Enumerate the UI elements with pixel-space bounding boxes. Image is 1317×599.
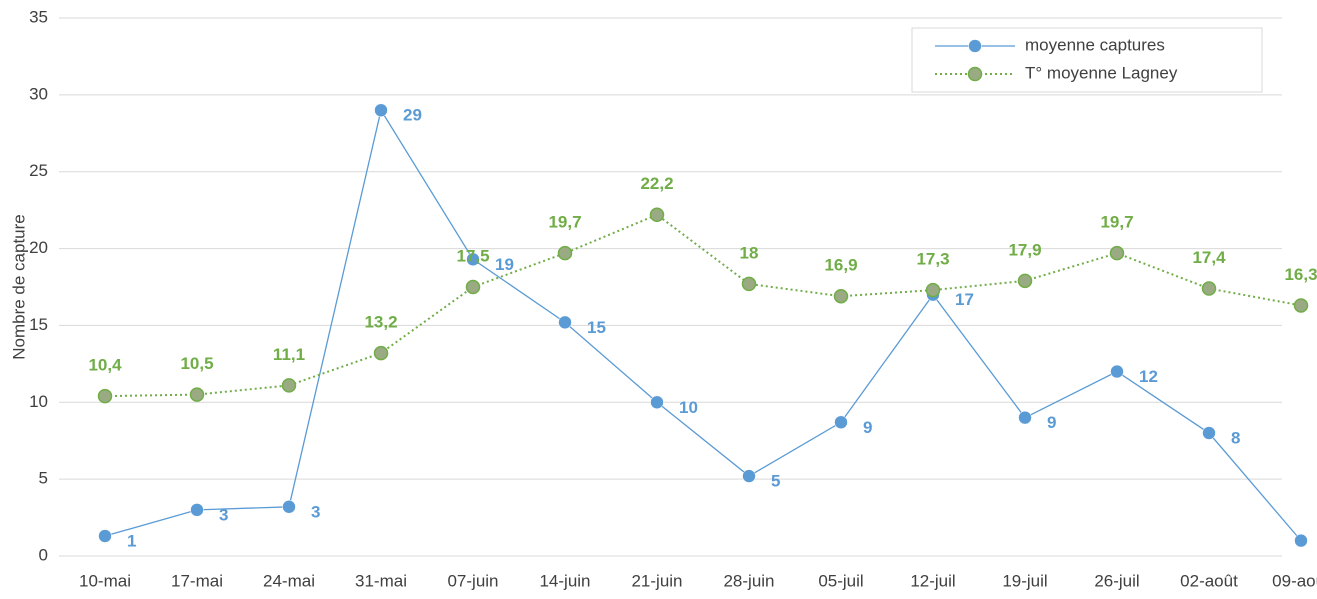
marker xyxy=(373,345,389,361)
x-tick-label: 02-août xyxy=(1180,571,1238,590)
marker xyxy=(1201,281,1217,296)
marker xyxy=(189,387,205,402)
y-tick-label: 30 xyxy=(29,84,48,103)
x-tick-label: 19-juil xyxy=(1002,571,1047,590)
marker xyxy=(1109,245,1125,261)
marker xyxy=(650,395,664,410)
data-label: 17,4 xyxy=(1192,248,1226,267)
data-label: 12 xyxy=(1139,367,1158,386)
data-label: 8 xyxy=(1231,429,1240,448)
data-label: 17,5 xyxy=(456,246,489,265)
x-tick-label: 10-mai xyxy=(79,571,131,590)
data-label: 3 xyxy=(311,502,320,521)
data-label: 22,2 xyxy=(640,174,673,193)
data-label: 10,5 xyxy=(180,354,213,373)
marker xyxy=(833,288,849,304)
y-tick-label: 5 xyxy=(39,469,48,488)
marker xyxy=(741,276,757,292)
x-tick-label: 31-mai xyxy=(355,571,407,590)
legend-marker xyxy=(968,39,982,53)
marker xyxy=(465,279,481,295)
marker xyxy=(925,282,941,298)
marker xyxy=(190,503,204,517)
legend-label: moyenne captures xyxy=(1025,35,1165,54)
legend-box xyxy=(911,27,1263,93)
data-label: 3 xyxy=(219,505,228,524)
x-tick-label: 24-mai xyxy=(263,571,315,590)
data-label: 16,3 xyxy=(1284,265,1317,284)
x-tick-label: 17-mai xyxy=(171,571,223,590)
data-label: 10,4 xyxy=(88,356,122,375)
data-label: 15 xyxy=(587,318,606,337)
marker xyxy=(649,207,665,223)
data-label: 11,1 xyxy=(273,345,305,364)
y-tick-label: 0 xyxy=(39,545,48,564)
y-tick-label: 10 xyxy=(29,392,48,411)
marker xyxy=(834,415,848,430)
data-label: 9 xyxy=(863,418,872,437)
marker xyxy=(742,469,756,483)
data-label: 17,9 xyxy=(1008,240,1041,259)
x-tick-label: 05-juil xyxy=(818,571,863,590)
x-tick-label: 07-juin xyxy=(447,571,498,590)
legend-label: T° moyenne Lagney xyxy=(1025,63,1178,82)
data-label: 18 xyxy=(740,243,759,262)
data-label: 19 xyxy=(495,255,514,274)
legend-marker xyxy=(967,66,983,82)
marker xyxy=(466,252,480,267)
series-line xyxy=(104,108,1302,542)
x-tick-label: 26-juil xyxy=(1094,571,1139,590)
marker xyxy=(1293,298,1309,313)
data-label: 1 xyxy=(127,532,136,551)
marker xyxy=(1017,273,1033,289)
marker xyxy=(374,103,388,117)
x-tick-label: 14-juin xyxy=(539,571,590,590)
y-tick-label: 35 xyxy=(29,7,48,26)
x-tick-label: 21-juin xyxy=(631,571,682,590)
data-label: 17 xyxy=(955,290,974,309)
data-label: 19,7 xyxy=(1100,213,1133,232)
marker xyxy=(281,378,297,393)
data-label: 19,7 xyxy=(548,213,581,232)
data-label: 17,3 xyxy=(916,250,949,269)
y-tick-label: 15 xyxy=(29,315,48,334)
marker xyxy=(1110,364,1124,379)
x-tick-label: 12-juil xyxy=(910,571,955,590)
marker xyxy=(282,500,296,514)
data-label: 13,2 xyxy=(364,313,397,332)
marker xyxy=(1294,533,1308,548)
y-tick-label: 25 xyxy=(29,161,48,180)
data-label: 29 xyxy=(403,106,422,125)
data-label: 16,9 xyxy=(824,256,857,275)
x-tick-label: 28-juin xyxy=(723,571,774,590)
series-line xyxy=(104,213,1302,398)
data-label: 9 xyxy=(1047,413,1056,432)
legend: moyenne captures T° moyenne Lagney xyxy=(911,27,1263,93)
marker xyxy=(1202,426,1216,440)
y-tick-label: 20 xyxy=(29,238,48,257)
marker xyxy=(98,529,112,543)
marker xyxy=(97,388,113,404)
marker xyxy=(558,315,572,330)
y-axis-label: Nombre de capture xyxy=(9,214,28,360)
marker xyxy=(557,245,573,261)
data-label: 5 xyxy=(771,472,780,491)
marker xyxy=(1018,410,1032,425)
data-label: 10 xyxy=(679,398,698,417)
x-tick-label: 09-août xyxy=(1272,571,1317,590)
